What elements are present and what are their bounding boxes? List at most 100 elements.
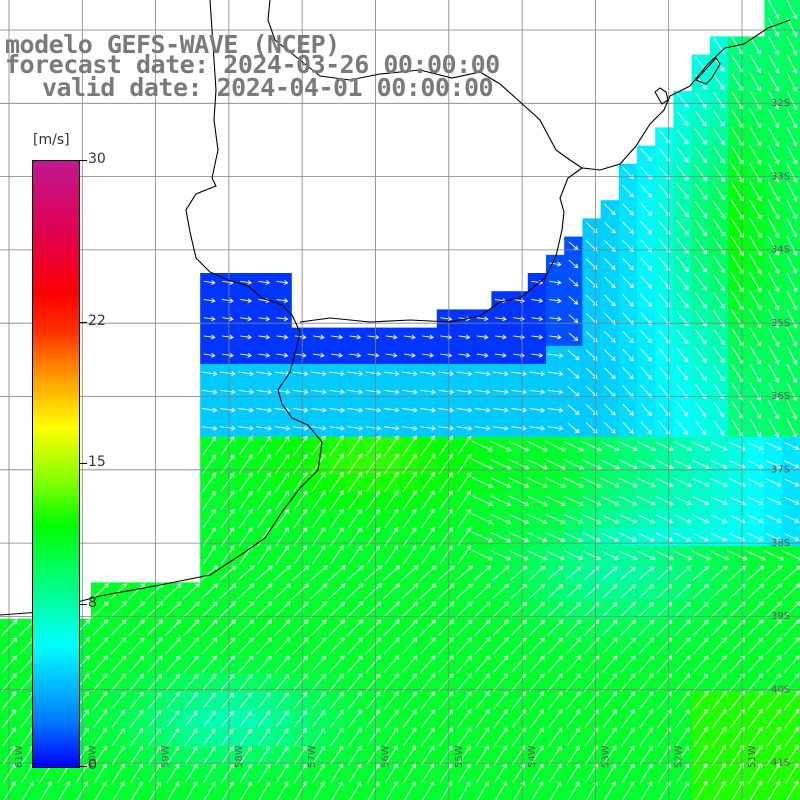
wind-arrow bbox=[422, 352, 435, 358]
wind-arrow bbox=[745, 550, 766, 561]
wind-arrow bbox=[401, 601, 418, 618]
wind-arrow bbox=[768, 145, 780, 165]
wind-arrow bbox=[655, 514, 674, 524]
wind-arrow bbox=[91, 601, 109, 618]
wind-arrow bbox=[622, 294, 634, 307]
wind-arrow bbox=[549, 279, 562, 286]
wind-arrow bbox=[457, 508, 471, 529]
wind-arrow bbox=[437, 583, 455, 600]
wind-arrow bbox=[544, 477, 566, 488]
wind-arrow bbox=[494, 745, 508, 765]
wind-arrow bbox=[130, 745, 143, 765]
wind-arrow bbox=[494, 334, 507, 340]
wind-arrow bbox=[203, 352, 216, 358]
wind-arrow bbox=[766, 673, 782, 692]
wind-arrow bbox=[749, 780, 762, 800]
wind-arrow bbox=[675, 727, 690, 747]
wind-arrow bbox=[237, 601, 255, 618]
wind-arrow bbox=[568, 314, 579, 323]
wind-arrow bbox=[420, 691, 436, 710]
wind-arrow bbox=[456, 407, 473, 413]
wind-arrow bbox=[128, 619, 145, 637]
wind-arrow bbox=[257, 728, 270, 746]
wind-arrow bbox=[310, 655, 327, 673]
wind-arrow bbox=[311, 371, 327, 377]
wind-arrow bbox=[783, 565, 800, 581]
wind-arrow bbox=[658, 184, 671, 199]
wind-arrow bbox=[384, 727, 399, 747]
wind-arrow bbox=[255, 601, 273, 618]
wind-arrow bbox=[402, 508, 417, 529]
wind-arrow bbox=[713, 420, 725, 436]
wind-arrow bbox=[711, 726, 727, 748]
wind-arrow bbox=[731, 109, 744, 128]
wind-arrow bbox=[203, 279, 216, 285]
wind-arrow bbox=[239, 746, 252, 765]
wind-arrow bbox=[545, 495, 566, 507]
wind-arrow bbox=[255, 619, 273, 637]
wind-arrow bbox=[292, 425, 309, 431]
wind-arrow bbox=[565, 601, 582, 618]
wind-arrow bbox=[438, 472, 453, 492]
wind-arrow bbox=[367, 334, 380, 340]
wind-arrow bbox=[472, 531, 493, 543]
wind-arrow bbox=[255, 565, 273, 581]
wind-arrow bbox=[111, 691, 126, 710]
wind-arrow bbox=[348, 763, 362, 784]
wind-arrow bbox=[495, 781, 507, 800]
wind-arrow bbox=[767, 217, 780, 238]
wind-arrow bbox=[547, 619, 564, 636]
wind-speed-cell bbox=[782, 273, 800, 292]
wind-speed-cell bbox=[782, 418, 800, 438]
wind-arrow bbox=[713, 74, 725, 91]
wind-arrow bbox=[238, 425, 254, 431]
wind-arrow bbox=[255, 583, 273, 600]
wind-arrow bbox=[695, 110, 707, 127]
wind-arrow bbox=[565, 673, 581, 692]
wind-arrow bbox=[348, 727, 362, 747]
wind-arrow bbox=[275, 692, 289, 709]
wind-arrow bbox=[456, 425, 473, 431]
wind-arrow bbox=[365, 435, 381, 456]
wind-arrow bbox=[312, 727, 326, 746]
wind-arrow bbox=[566, 691, 581, 710]
wind-arrow bbox=[309, 565, 328, 581]
wind-arrow bbox=[348, 745, 362, 765]
lat-label: 37S bbox=[771, 465, 790, 476]
wind-arrow bbox=[420, 371, 436, 377]
wind-arrow bbox=[218, 565, 237, 581]
wind-arrow bbox=[365, 425, 382, 431]
wind-arrow bbox=[349, 781, 362, 800]
wind-arrow bbox=[293, 673, 308, 691]
wind-arrow bbox=[692, 441, 710, 451]
wind-arrow bbox=[693, 673, 709, 692]
wind-speed-cell bbox=[782, 36, 800, 56]
wind-arrow bbox=[784, 708, 800, 729]
wind-arrow bbox=[710, 478, 728, 487]
wind-arrow bbox=[347, 389, 364, 395]
wind-arrow bbox=[603, 330, 616, 343]
wind-arrow bbox=[786, 363, 798, 384]
wind-arrow bbox=[419, 601, 437, 618]
wind-arrow bbox=[731, 345, 744, 365]
wind-arrow bbox=[619, 532, 637, 542]
wind-arrow bbox=[581, 459, 602, 470]
wind-arrow bbox=[238, 655, 254, 673]
wind-arrow bbox=[710, 565, 728, 581]
wind-speed-cell bbox=[782, 291, 800, 310]
wind-arrow bbox=[457, 763, 471, 784]
wind-arrow bbox=[420, 508, 435, 529]
wind-arrow bbox=[786, 381, 798, 402]
wind-arrow bbox=[529, 371, 546, 377]
wind-arrow bbox=[275, 545, 289, 565]
wind-arrow bbox=[547, 673, 563, 692]
wind-arrow bbox=[490, 440, 512, 452]
colorbar-tick-mark bbox=[79, 463, 87, 464]
wind-arrow bbox=[786, 90, 798, 111]
wind-arrow bbox=[474, 637, 491, 655]
wind-arrow bbox=[582, 532, 601, 542]
wind-speed-cell bbox=[782, 782, 800, 800]
wind-arrow bbox=[602, 673, 618, 692]
wind-arrow bbox=[526, 440, 548, 452]
wind-arrow bbox=[421, 545, 435, 565]
